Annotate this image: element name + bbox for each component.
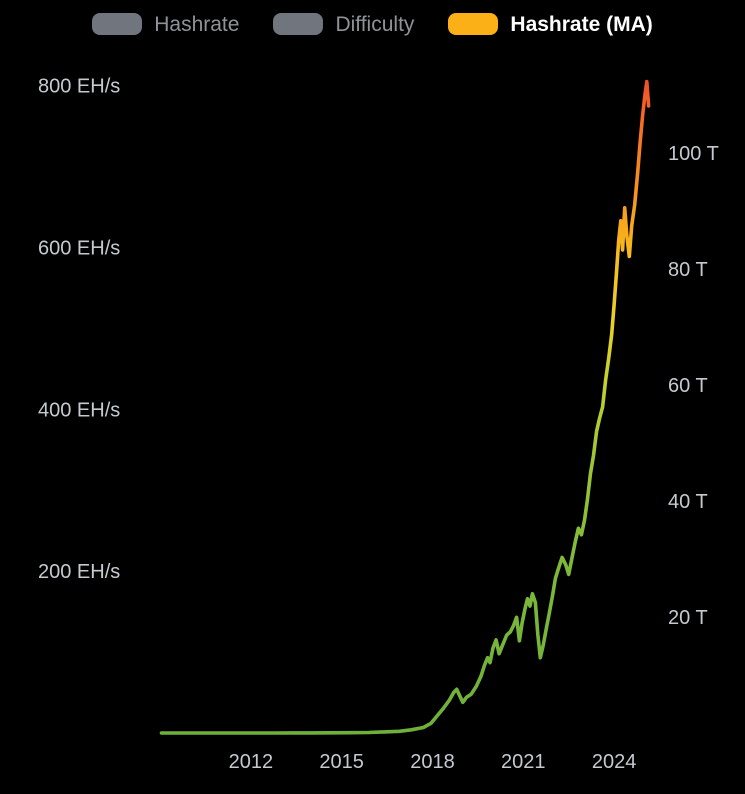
y-left-tick-200: 200 EH/s [38,561,120,583]
y-left-tick-800: 800 EH/s [38,76,120,98]
legend-item-label: Hashrate [154,12,240,36]
x-tick-2018: 2018 [410,751,455,773]
x-tick-2021: 2021 [501,751,546,773]
legend-swatch [92,13,143,35]
y-left-tick-400: 400 EH/s [38,399,120,421]
hashrate-ma-line [159,79,651,735]
x-tick-2015: 2015 [319,751,364,773]
legend-swatch [273,13,324,35]
x-tick-2024: 2024 [592,751,637,773]
legend-item-label: Difficulty [335,12,415,36]
y-right-tick-20: 20 T [668,607,708,629]
legend: Hashrate Difficulty Hashrate (MA) [0,13,745,35]
legend-item-hashrate[interactable]: Hashrate [92,13,239,35]
x-tick-2012: 2012 [229,751,274,773]
y-right-tick-80: 80 T [668,259,708,281]
y-right-tick-60: 60 T [668,375,708,397]
y-left-tick-600: 600 EH/s [38,237,120,259]
legend-swatch [448,13,499,35]
legend-item-label: Hashrate (MA) [510,12,653,36]
y-right-tick-100: 100 T [668,143,719,165]
legend-item-difficulty[interactable]: Difficulty [273,13,414,35]
y-right-tick-40: 40 T [668,491,708,513]
legend-item-hashrate-ma[interactable]: Hashrate (MA) [448,12,653,36]
